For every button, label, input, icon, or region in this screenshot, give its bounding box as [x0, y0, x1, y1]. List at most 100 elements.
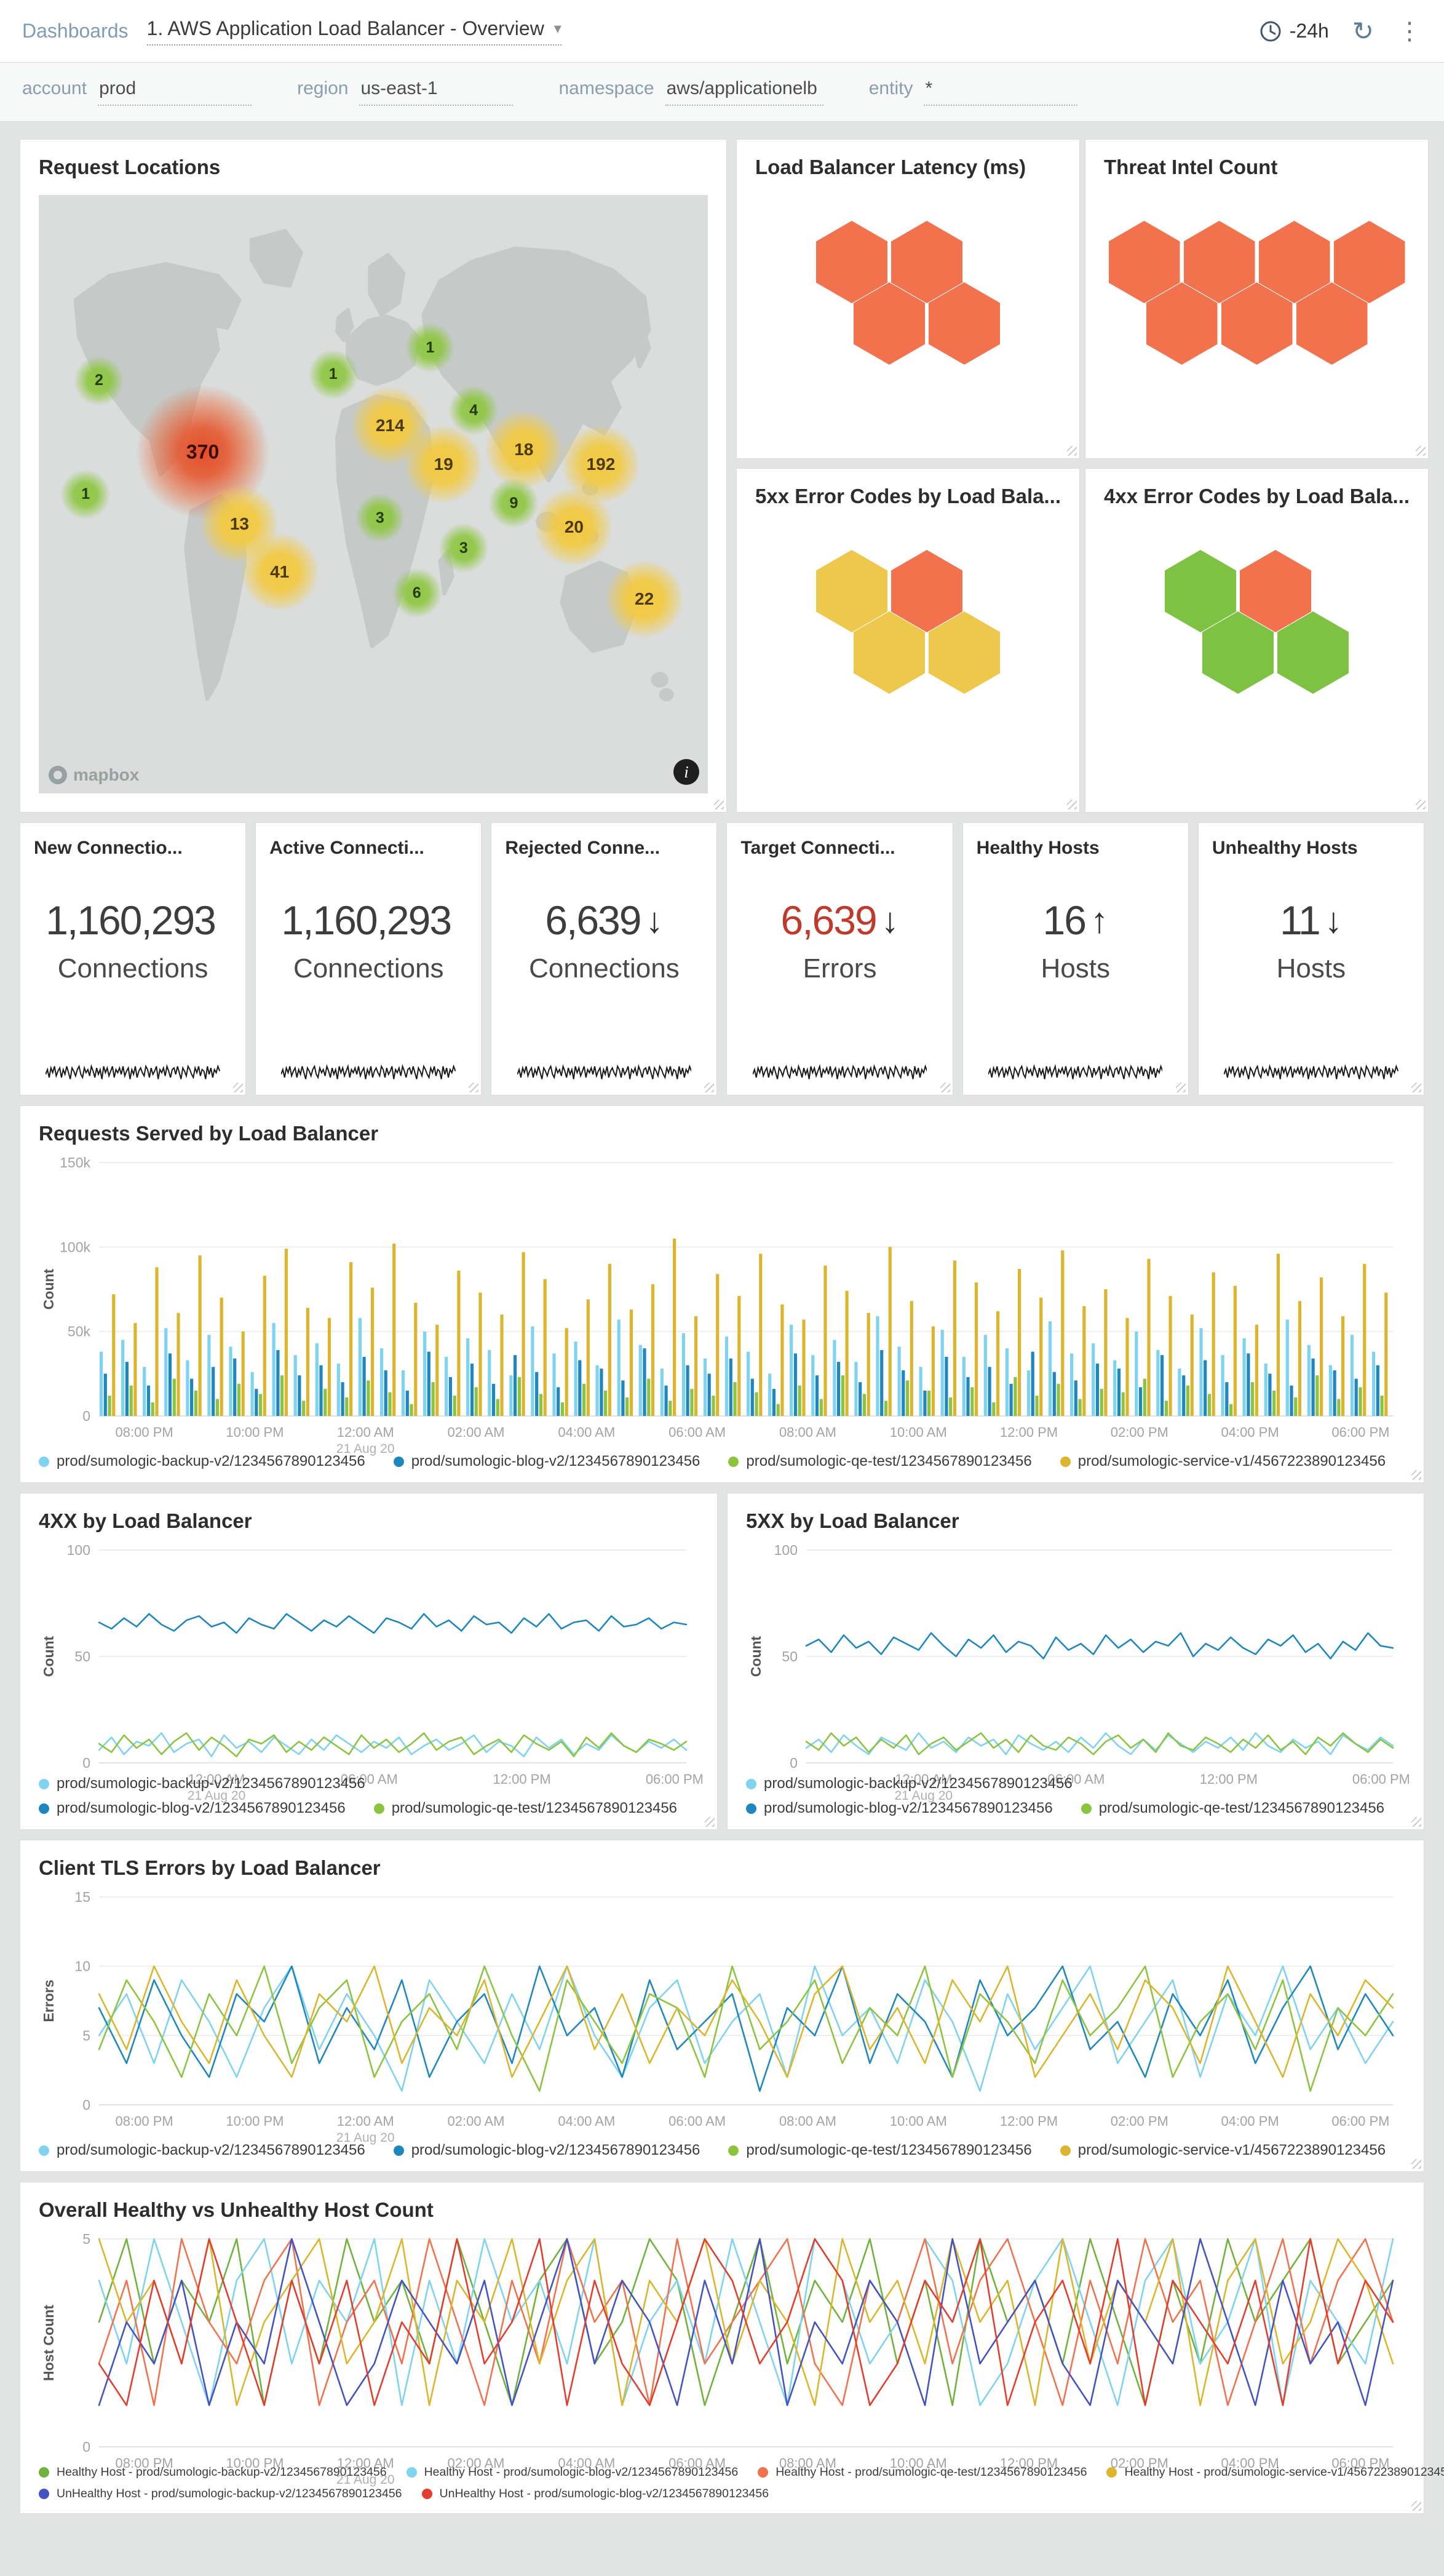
stat-title: Rejected Conne... — [505, 838, 661, 858]
svg-text:10:00 PM: 10:00 PM — [226, 2455, 284, 2471]
hexagon-cell[interactable] — [854, 282, 925, 365]
filter-value-input[interactable]: us-east-1 — [359, 78, 514, 106]
map-bubble[interactable]: 3 — [438, 523, 488, 573]
legend-item[interactable]: UnHealthy Host - prod/sumologic-backup-v… — [39, 2487, 402, 2501]
hexagon-cell[interactable] — [816, 221, 887, 303]
client-tls-errors-panel: Client TLS Errors by Load Balancer 0 5 10 1… — [20, 1840, 1424, 2172]
legend-item[interactable]: prod/sumologic-qe-test/1234567890123456 — [1081, 1800, 1384, 1817]
legend-item[interactable]: prod/sumologic-backup-v2/123456789012345… — [39, 2142, 365, 2159]
stat-unit: Connections — [529, 953, 680, 984]
filter-namespace[interactable]: namespace aws/applicationelb — [558, 78, 823, 106]
legend-item[interactable]: prod/sumologic-qe-test/1234567890123456 — [728, 2142, 1032, 2159]
legend-row: UnHealthy Host - prod/sumologic-backup-v… — [39, 2487, 1405, 2501]
legend-item[interactable]: prod/sumologic-blog-v2/1234567890123456 — [393, 2142, 700, 2159]
svg-text:50k: 50k — [68, 1324, 91, 1340]
sparkline-chart[interactable] — [281, 1063, 456, 1083]
legend-label: Healthy Host - prod/sumologic-service-v1… — [1124, 2465, 1444, 2479]
dashboard-content: Request Locations — [0, 122, 1444, 2514]
legend-item[interactable]: prod/sumologic-service-v1/45672238901234… — [1060, 1453, 1386, 1470]
legend-item[interactable]: prod/sumologic-qe-test/1234567890123456 — [373, 1800, 677, 1817]
legend-item[interactable]: prod/sumologic-blog-v2/1234567890123456 — [39, 1800, 346, 1817]
map-bubble[interactable]: 22 — [606, 560, 683, 637]
hexagon-cell[interactable] — [929, 282, 1000, 365]
map-bubble[interactable]: 20 — [536, 489, 613, 565]
kebab-menu-icon[interactable]: ⋮ — [1397, 17, 1422, 45]
hexagon-cell[interactable] — [891, 221, 962, 303]
healthy-vs-unhealthy-chart[interactable]: 0 5 Host Count 08:00 PM 10:00 PM 12:00 AM 21 A… — [35, 2229, 1409, 2487]
map-bubble[interactable]: 3 — [355, 493, 405, 543]
legend-item[interactable]: Healthy Host - prod/sumologic-blog-v2/12… — [406, 2465, 738, 2479]
svg-text:02:00 AM: 02:00 AM — [448, 2455, 505, 2471]
active-connections-panel: Active Connecti... 1,160,293 Connections — [255, 822, 482, 1095]
sparkline-chart[interactable] — [1224, 1063, 1398, 1083]
svg-text:12:00 AM: 12:00 AM — [188, 1771, 245, 1787]
filter-value-input[interactable]: * — [924, 78, 1078, 106]
svg-text:100k: 100k — [60, 1239, 90, 1255]
map-bubble[interactable]: 2 — [74, 356, 124, 405]
map-bubble[interactable]: 6 — [392, 568, 442, 618]
sparkline-chart[interactable] — [752, 1063, 927, 1083]
legend-item[interactable]: UnHealthy Host - prod/sumologic-blog-v2/… — [421, 2487, 769, 2501]
legend-item[interactable]: prod/sumologic-backup-v2/123456789012345… — [39, 1775, 365, 1792]
hexagon-cell[interactable] — [1165, 550, 1236, 632]
map-bubble[interactable]: 1 — [308, 349, 358, 399]
legend-item[interactable]: prod/sumologic-backup-v2/123456789012345… — [39, 1453, 365, 1470]
legend-label: prod/sumologic-blog-v2/1234567890123456 — [411, 2142, 700, 2158]
hexagon-cell[interactable] — [891, 550, 962, 632]
svg-text:08:00 AM: 08:00 AM — [779, 1425, 836, 1440]
refresh-icon[interactable]: ↻ — [1352, 16, 1374, 46]
filter-region[interactable]: region us-east-1 — [297, 78, 514, 106]
svg-text:12:00 AM: 12:00 AM — [895, 1771, 952, 1787]
filter-account[interactable]: account prod — [22, 78, 252, 106]
svg-text:12:00 AM: 12:00 AM — [337, 1425, 394, 1440]
panel-title: Threat Intel Count — [1104, 156, 1278, 178]
stat-unit: Connections — [293, 953, 444, 984]
filter-value-input[interactable]: aws/applicationelb — [665, 78, 823, 106]
hexagon-cell[interactable] — [816, 550, 887, 632]
hexagon-cell[interactable] — [1108, 221, 1180, 303]
client-tls-errors-chart[interactable]: 0 5 10 15 Errors 08:00 PM 10:00 PM 12:00 AM 21 A… — [35, 1887, 1409, 2145]
hexagon-cell[interactable] — [1183, 221, 1255, 303]
5xx-chart[interactable]: 0 50 100 Count 12:00 AM 21 Aug 20 06:00 AM 12:0… — [742, 1540, 1410, 1803]
legend-item[interactable]: Healthy Host - prod/sumologic-service-v1… — [1106, 2465, 1444, 2479]
hexagon-cell[interactable] — [929, 611, 1000, 694]
map-bubble[interactable]: 19 — [405, 426, 482, 503]
sparkline-chart[interactable] — [517, 1063, 692, 1083]
svg-text:Count: Count — [41, 1636, 57, 1677]
world-map[interactable]: 2 1 370 13 41 1 214 1 19 4 18 9 3 3 6 192 20 22 mapbox i — [39, 195, 708, 793]
stat-title: Target Connecti... — [740, 838, 895, 858]
hexagon-cell[interactable] — [1146, 282, 1218, 365]
legend-item[interactable]: prod/sumologic-blog-v2/1234567890123456 — [746, 1800, 1053, 1817]
dashboard-title-dropdown[interactable]: 1. AWS Application Load Balancer - Overv… — [146, 17, 561, 46]
map-bubble[interactable]: 13 — [201, 486, 278, 563]
legend-item[interactable]: prod/sumologic-backup-v2/123456789012345… — [746, 1775, 1073, 1792]
svg-text:08:00 PM: 08:00 PM — [116, 2455, 173, 2471]
sparkline-chart[interactable] — [46, 1063, 220, 1083]
legend-item[interactable]: Healthy Host - prod/sumologic-backup-v2/… — [39, 2465, 387, 2479]
map-bubble[interactable]: 9 — [489, 479, 539, 528]
map-bubble[interactable]: 1 — [405, 323, 455, 373]
legend-item[interactable]: prod/sumologic-service-v1/45672238901234… — [1060, 2142, 1386, 2159]
hexagon-cell[interactable] — [854, 611, 925, 694]
map-bubble[interactable]: 1 — [61, 469, 111, 519]
legend-item[interactable]: prod/sumologic-blog-v2/1234567890123456 — [393, 1453, 700, 1470]
legend-dot-icon — [1060, 1456, 1071, 1467]
legend-item[interactable]: prod/sumologic-qe-test/1234567890123456 — [728, 1453, 1032, 1470]
requests-served-chart[interactable]: 0 50k 100k 150k Count 08:00 PM 10:00 PM 12:00 A… — [35, 1153, 1409, 1456]
filter-entity[interactable]: entity * — [869, 78, 1078, 106]
map-bubble[interactable]: 41 — [241, 533, 318, 610]
mapbox-logo[interactable]: mapbox — [49, 765, 139, 785]
threat-intel-count-panel: Threat Intel Count — [1085, 139, 1429, 459]
breadcrumb-dashboards[interactable]: Dashboards — [22, 20, 129, 42]
legend-dot-icon — [421, 2489, 432, 2499]
request-locations-panel: Request Locations — [20, 139, 727, 813]
svg-text:08:00 AM: 08:00 AM — [779, 2113, 836, 2129]
map-bubble[interactable]: 18 — [485, 411, 562, 488]
sparkline-chart[interactable] — [988, 1063, 1163, 1083]
filter-value-input[interactable]: prod — [98, 78, 252, 106]
legend-item[interactable]: Healthy Host - prod/sumologic-qe-test/12… — [758, 2465, 1087, 2479]
4xx-chart[interactable]: 0 50 100 Count 12:00 AM 21 Aug 20 06:00 AM 12:0… — [35, 1540, 704, 1803]
time-range-control[interactable]: -24h — [1259, 20, 1329, 43]
map-bubble[interactable]: 4 — [449, 386, 499, 435]
map-info-icon[interactable]: i — [673, 759, 699, 785]
